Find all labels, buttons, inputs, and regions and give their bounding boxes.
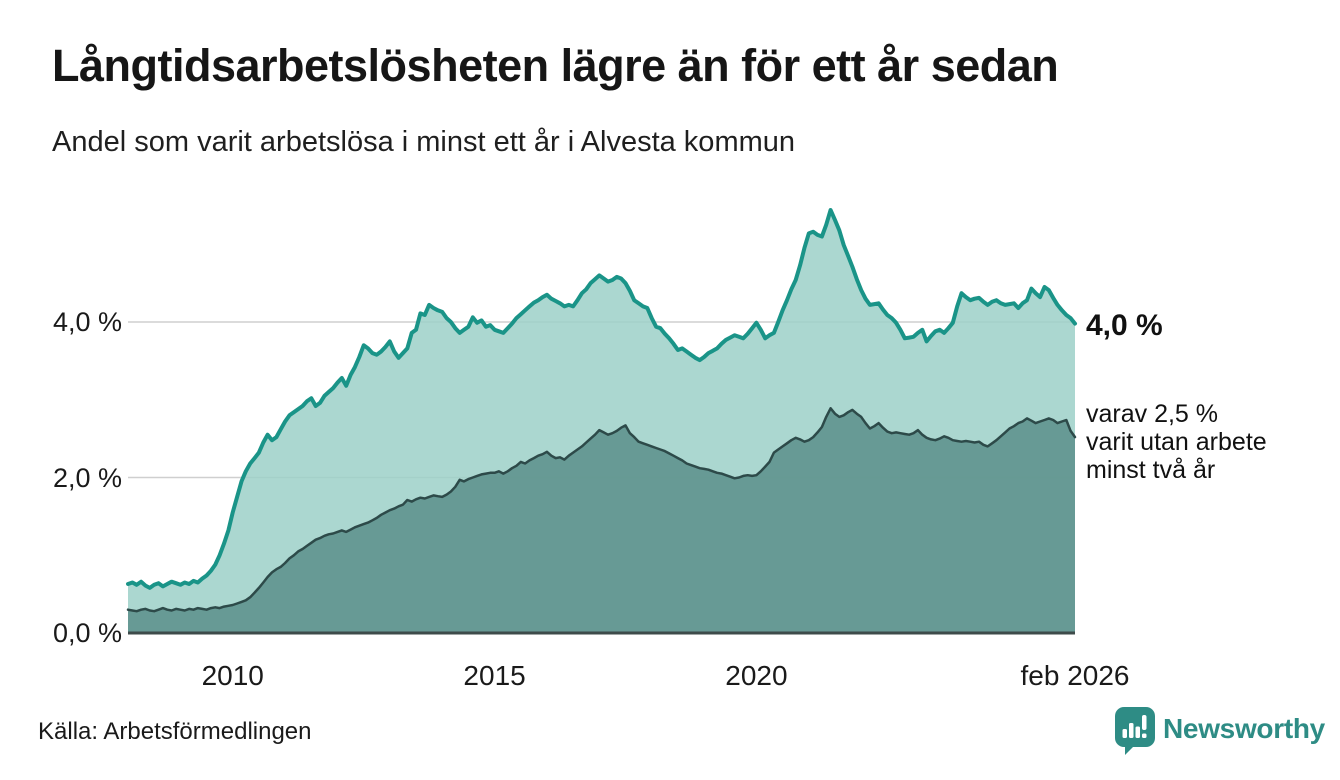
end-value-label-part: varav 2,5 % varit utan arbete minst två …: [1086, 400, 1267, 484]
x-axis-label: 2015: [463, 660, 526, 691]
x-axis-label: 2020: [725, 660, 788, 691]
newsworthy-logo: Newsworthy: [1115, 707, 1325, 755]
newsworthy-logo-text: Newsworthy: [1163, 713, 1325, 744]
page-title: Långtidsarbetslösheten lägre än för ett …: [52, 40, 1059, 91]
newsworthy-logo-icon: [1115, 707, 1155, 755]
y-axis-label: 4,0 %: [52, 307, 122, 337]
y-axis-label: 0,0 %: [52, 618, 122, 648]
page-subtitle: Andel som varit arbetslösa i minst ett å…: [52, 126, 796, 158]
x-axis-label: 2010: [201, 660, 264, 691]
source-note: Källa: Arbetsförmedlingen: [38, 718, 312, 745]
y-axis-label: 2,0 %: [52, 462, 122, 493]
x-axis-label: feb 2026: [1020, 660, 1130, 691]
end-value-label-total: 4,0 %: [1086, 309, 1163, 342]
